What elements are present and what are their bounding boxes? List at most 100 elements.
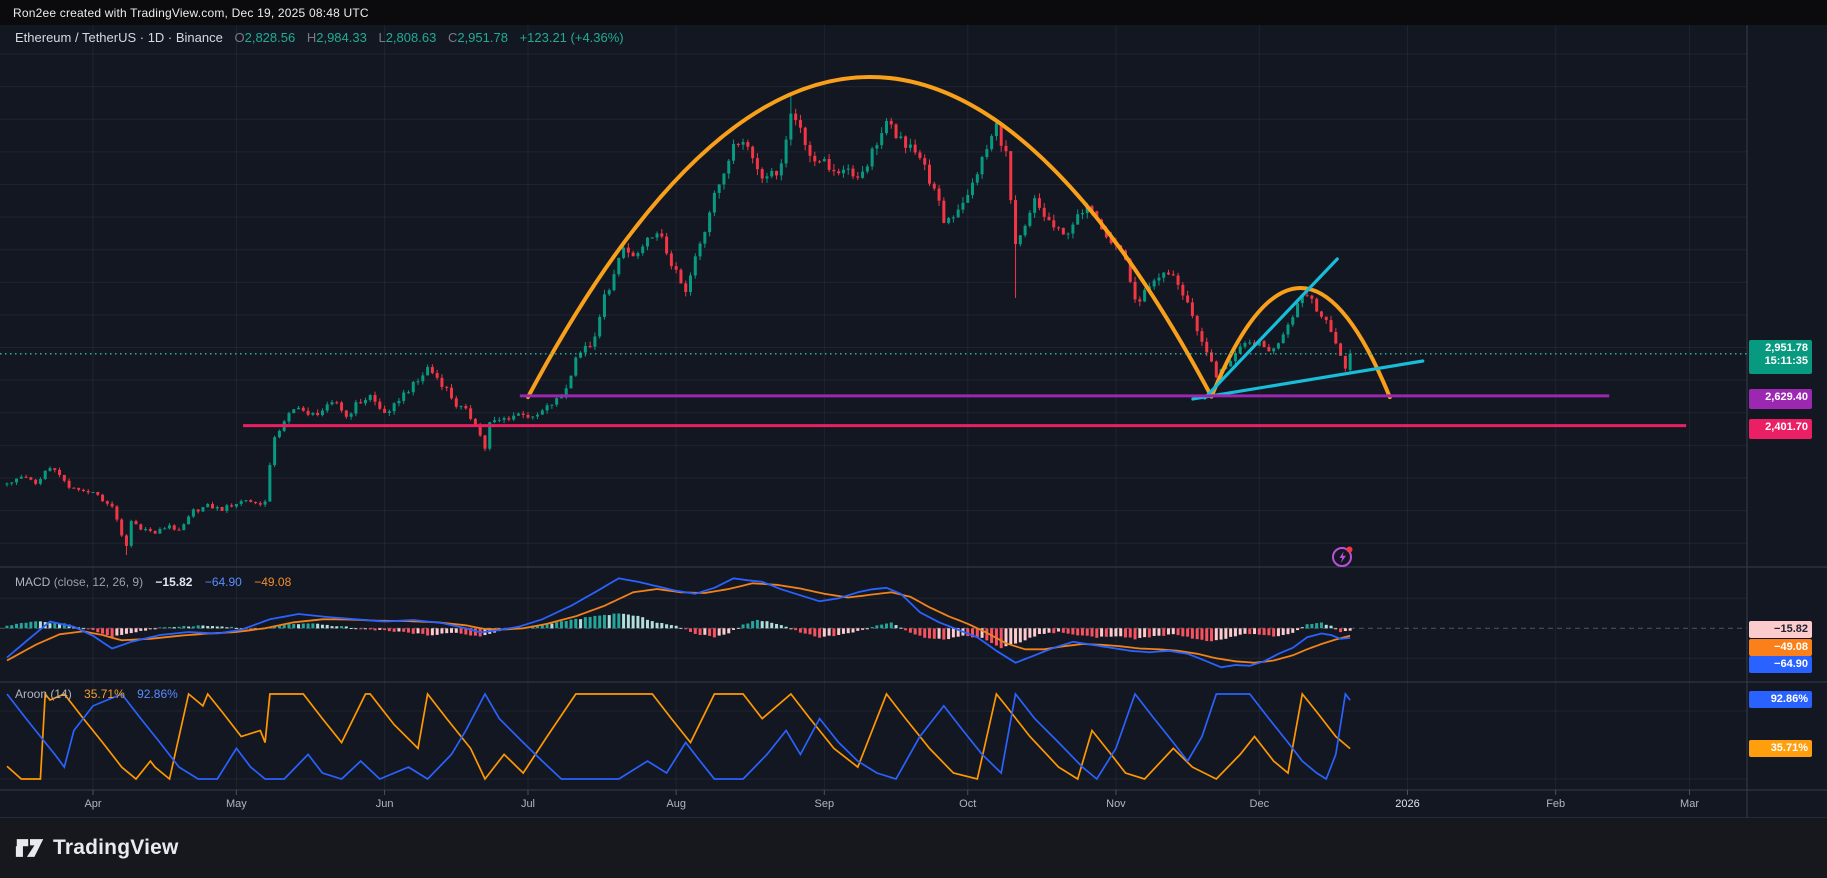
open-value: 2,828.56 [244,30,296,45]
candle-body [368,395,372,400]
macd-histogram-bar [1009,628,1013,645]
macd-histogram-bar [1214,628,1218,641]
candle-body [1315,298,1319,312]
candle-body [1281,334,1285,344]
macd-histogram-bar [383,628,387,631]
macd-histogram-bar [1305,624,1309,629]
macd-histogram-bar [292,623,296,629]
macd-histogram-bar [942,628,946,640]
macd-histogram-bar [851,628,855,633]
macd-histogram-bar [1028,628,1032,638]
macd-histogram-bar [770,622,774,629]
candle-body [359,402,363,404]
macd-histogram-bar [277,625,281,629]
candle-body [1162,272,1166,278]
candle-body [1143,289,1147,302]
macd-histogram-bar [1076,628,1080,636]
macd-histogram-bar [430,628,434,636]
purple-level-badge: 2,629.40 [1749,388,1812,409]
candle-body [626,247,630,253]
macd-histogram-bar [316,623,320,629]
candle-body [765,176,769,179]
macd-histogram-bar [1143,628,1147,638]
candle-body [1276,343,1280,349]
macd-histogram-bar [1200,628,1204,640]
macd-histogram-bar [1004,628,1008,647]
macd-histogram-bar [201,625,205,629]
aroon-up-line [6,691,1351,781]
macd-histogram-bar [1085,628,1089,636]
macd-histogram-bar [727,628,731,634]
candle-body [1009,151,1013,201]
candle-body [583,345,587,353]
candle-body [1190,302,1194,316]
candle-body [1210,352,1214,362]
macd-histogram-bar [282,624,286,629]
macd-histogram-bar [779,625,783,629]
macd-histogram-bar [445,628,449,634]
lightning-marker-icon[interactable] [1330,543,1356,569]
candle-body [918,152,922,159]
candle-body [220,507,224,511]
macd-histogram-bar [741,624,745,629]
symbol-title[interactable]: Ethereum / TetherUS · 1D · Binance [15,30,223,45]
macd-histogram-bar [947,628,951,640]
macd-histogram-bar [832,628,836,637]
macd-histogram-bar [1248,628,1252,635]
candle-body [129,521,133,546]
candle-body [1229,361,1233,367]
candle-body [105,501,109,504]
candle-body [454,398,458,407]
macd-histogram-bar [861,628,865,630]
candle-body [822,158,826,162]
candle-body [320,410,324,416]
macd-histogram-bar [153,628,157,630]
macd-histogram-bar [956,628,960,637]
aroon-value-badge: 35.71% [1749,740,1812,757]
candle-body [636,253,640,257]
macd-histogram-bar [1052,628,1056,634]
macd-histogram-bar [402,628,406,632]
time-axis-label-sep: Sep [814,798,835,810]
macd-histogram-bar [1205,628,1209,642]
macd-histogram-bar [1133,628,1137,640]
macd-title: MACD [15,575,51,589]
candle-body [1171,274,1175,276]
macd-histogram-bar [34,621,38,629]
candle-body [602,294,606,317]
macd-histogram-bar [1186,628,1190,637]
tradingview-logo-text[interactable]: TradingView [53,836,179,859]
candle-body [813,155,817,162]
macd-histogram-bar [784,626,788,629]
macd-histogram-bar [579,619,583,629]
macd-histogram-bar [751,621,755,629]
candle-body [24,476,28,478]
macd-histogram-bar [884,623,888,629]
macd-histogram-bar [708,628,712,636]
macd-histogram-bar [1181,628,1185,637]
time-axis-label-mar: Mar [1680,798,1699,810]
candle-body [301,407,305,411]
candle-body [1195,315,1199,332]
aroon-label-row[interactable]: Aroon (14) 35.71% 92.86% [15,687,178,701]
candle-body [62,474,66,481]
candle-body [469,408,473,419]
macd-histogram-bar [665,624,669,629]
macd-label-row[interactable]: MACD (close, 12, 26, 9) −15.82 −64.90 −4… [15,575,291,589]
candle-body [330,402,334,405]
tradingview-logo-icon[interactable] [15,836,45,860]
candle-body [1181,284,1185,296]
macd-histogram-bar [1171,628,1175,635]
candle-body [163,528,167,530]
macd-histogram-bar [880,624,884,629]
candle-body [497,419,501,421]
macd-histogram-bar [540,624,544,629]
candle-body [559,397,563,399]
time-axis-label-jun: Jun [375,798,394,810]
candle-body [526,414,530,418]
candle-body [5,483,9,485]
macd-histogram-bar [368,628,372,630]
macd-histogram-bar [1281,628,1285,636]
